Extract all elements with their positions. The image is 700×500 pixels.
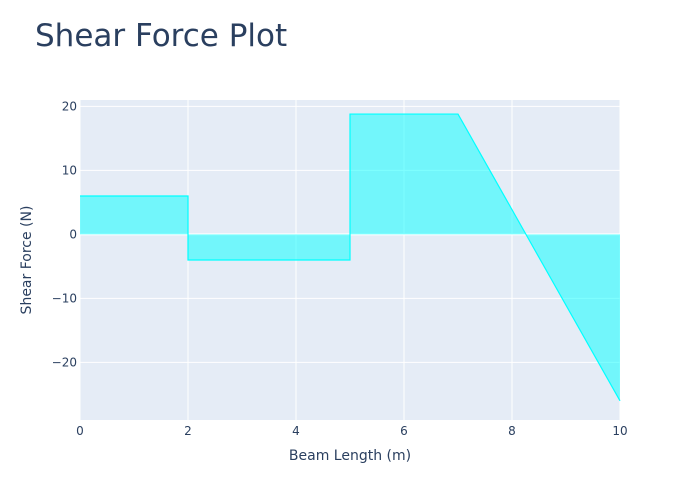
x-axis-ticks: 0 2 4 6 8 10 <box>76 424 627 438</box>
y-tick-label: −10 <box>52 291 77 305</box>
series-line <box>80 113 621 402</box>
chart-title: Shear Force Plot <box>35 18 288 54</box>
y-axis-title: Shear Force (N) <box>19 206 35 315</box>
x-tick-label: 10 <box>612 424 627 438</box>
x-axis-title: Beam Length (m) <box>289 448 411 464</box>
y-tick-label: 20 <box>62 99 77 113</box>
x-tick-label: 2 <box>184 424 192 438</box>
x-tick-label: 0 <box>76 424 84 438</box>
x-tick-label: 6 <box>400 424 408 438</box>
y-tick-label: 10 <box>62 163 77 177</box>
y-axis-ticks: 20 10 0 −10 −20 <box>52 99 77 369</box>
series-layer <box>80 113 621 402</box>
x-tick-label: 4 <box>292 424 300 438</box>
y-tick-label: 0 <box>69 227 77 241</box>
x-tick-label: 8 <box>508 424 516 438</box>
y-tick-label: −20 <box>52 355 77 369</box>
